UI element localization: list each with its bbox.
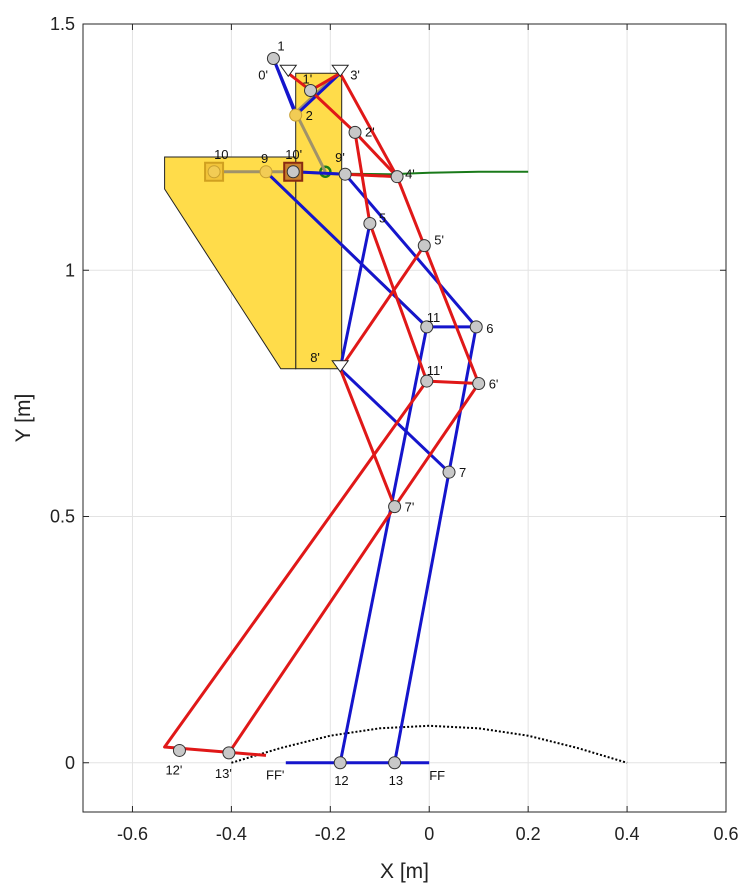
y-axis-title: Y [m] [12,394,35,443]
red-link [393,382,480,508]
joint-9p [338,167,352,181]
joint-label-FF: FF [429,768,445,783]
joint-9 [259,165,273,179]
x-tick-label: 0.2 [516,824,541,844]
blue-link [393,326,478,764]
axes: -0.6 -0.4 -0.2 0 0.2 0.4 0.6 0 0.5 1 1.5 [50,14,739,844]
joint-label-9: 9 [261,151,268,166]
joint-label-8p: 8' [310,350,320,365]
joint-1p [304,83,318,97]
joint-6 [469,320,483,334]
joint-label-1p: 1' [303,71,313,86]
y-tick-label: 1 [65,260,75,280]
joint-label-13p: 13' [215,766,232,781]
red-link [227,505,396,754]
x-tick-label: 0.6 [713,824,738,844]
red-link [338,72,399,178]
y-tick-label: 0.5 [50,507,75,527]
joint-11p [420,374,434,388]
joint-label-7: 7 [459,465,466,480]
joint-10p [286,165,300,179]
blue-link [338,223,372,370]
joint-label-3p: 3' [350,67,360,82]
joint-label-9p: 9' [335,150,345,165]
joint-label-5: 5 [379,210,386,225]
joint-label-11p: 11' [427,363,443,378]
joint-label-6p: 6' [489,377,499,392]
joint-2 [289,108,303,122]
joint-label-10p: 10' [285,147,302,162]
joint-label-11: 11 [427,310,441,325]
joint-label-10: 10 [214,147,228,162]
joint-label-13: 13 [389,773,403,788]
ground-profile [231,724,628,764]
x-tick-label: 0.4 [615,824,640,844]
joint-label-FFp: FF' [266,767,284,782]
body-polygon-lower [164,156,297,370]
joint-8p-triangle [331,360,350,373]
joint-13 [388,756,402,770]
joint-label-6: 6 [486,321,493,336]
joint-label-4p: 4' [405,167,415,182]
joint-0p-triangle [279,64,298,78]
joint-label-1: 1 [277,38,284,53]
x-axis-title: X [m] [380,860,429,883]
joint-label-2p: 2' [365,124,375,139]
red-link [338,244,426,370]
joint-5p [417,239,431,253]
joint-7p [388,500,402,514]
ground-curve [231,724,628,764]
joint-5 [363,216,377,230]
joint-2p [348,125,362,139]
red-link [353,132,479,385]
y-tick-label: 0 [65,753,75,773]
ghost-link [294,111,327,173]
joint-label-12p: 12' [165,762,182,777]
joint-label-0p: 0' [258,67,268,82]
joint-3p-triangle [331,64,350,78]
joint-label-2: 2 [306,108,313,123]
joint-markers [172,51,486,770]
joint-12p [172,743,186,757]
x-tick-label: -0.6 [117,824,148,844]
red-link [338,368,396,508]
joint-11 [420,320,434,334]
x-tick-label: -0.2 [315,824,346,844]
joint-7 [442,465,456,479]
joint-13p [222,746,236,760]
blue-link [272,57,298,114]
red-link [345,172,398,179]
y-tick-label: 1.5 [50,14,75,34]
joint-label-5p: 5' [434,233,444,248]
joint-1 [266,51,280,65]
joint-label-12: 12 [334,773,348,788]
joint-4p [390,170,404,184]
axes-box [82,23,727,813]
joint-12 [333,756,347,770]
joint-6p [472,377,486,391]
red-link [287,72,399,178]
x-tick-label: -0.4 [216,824,247,844]
joint-10 [207,165,221,179]
x-tick-label: 0 [424,824,434,844]
joint-label-7p: 7' [405,500,415,515]
